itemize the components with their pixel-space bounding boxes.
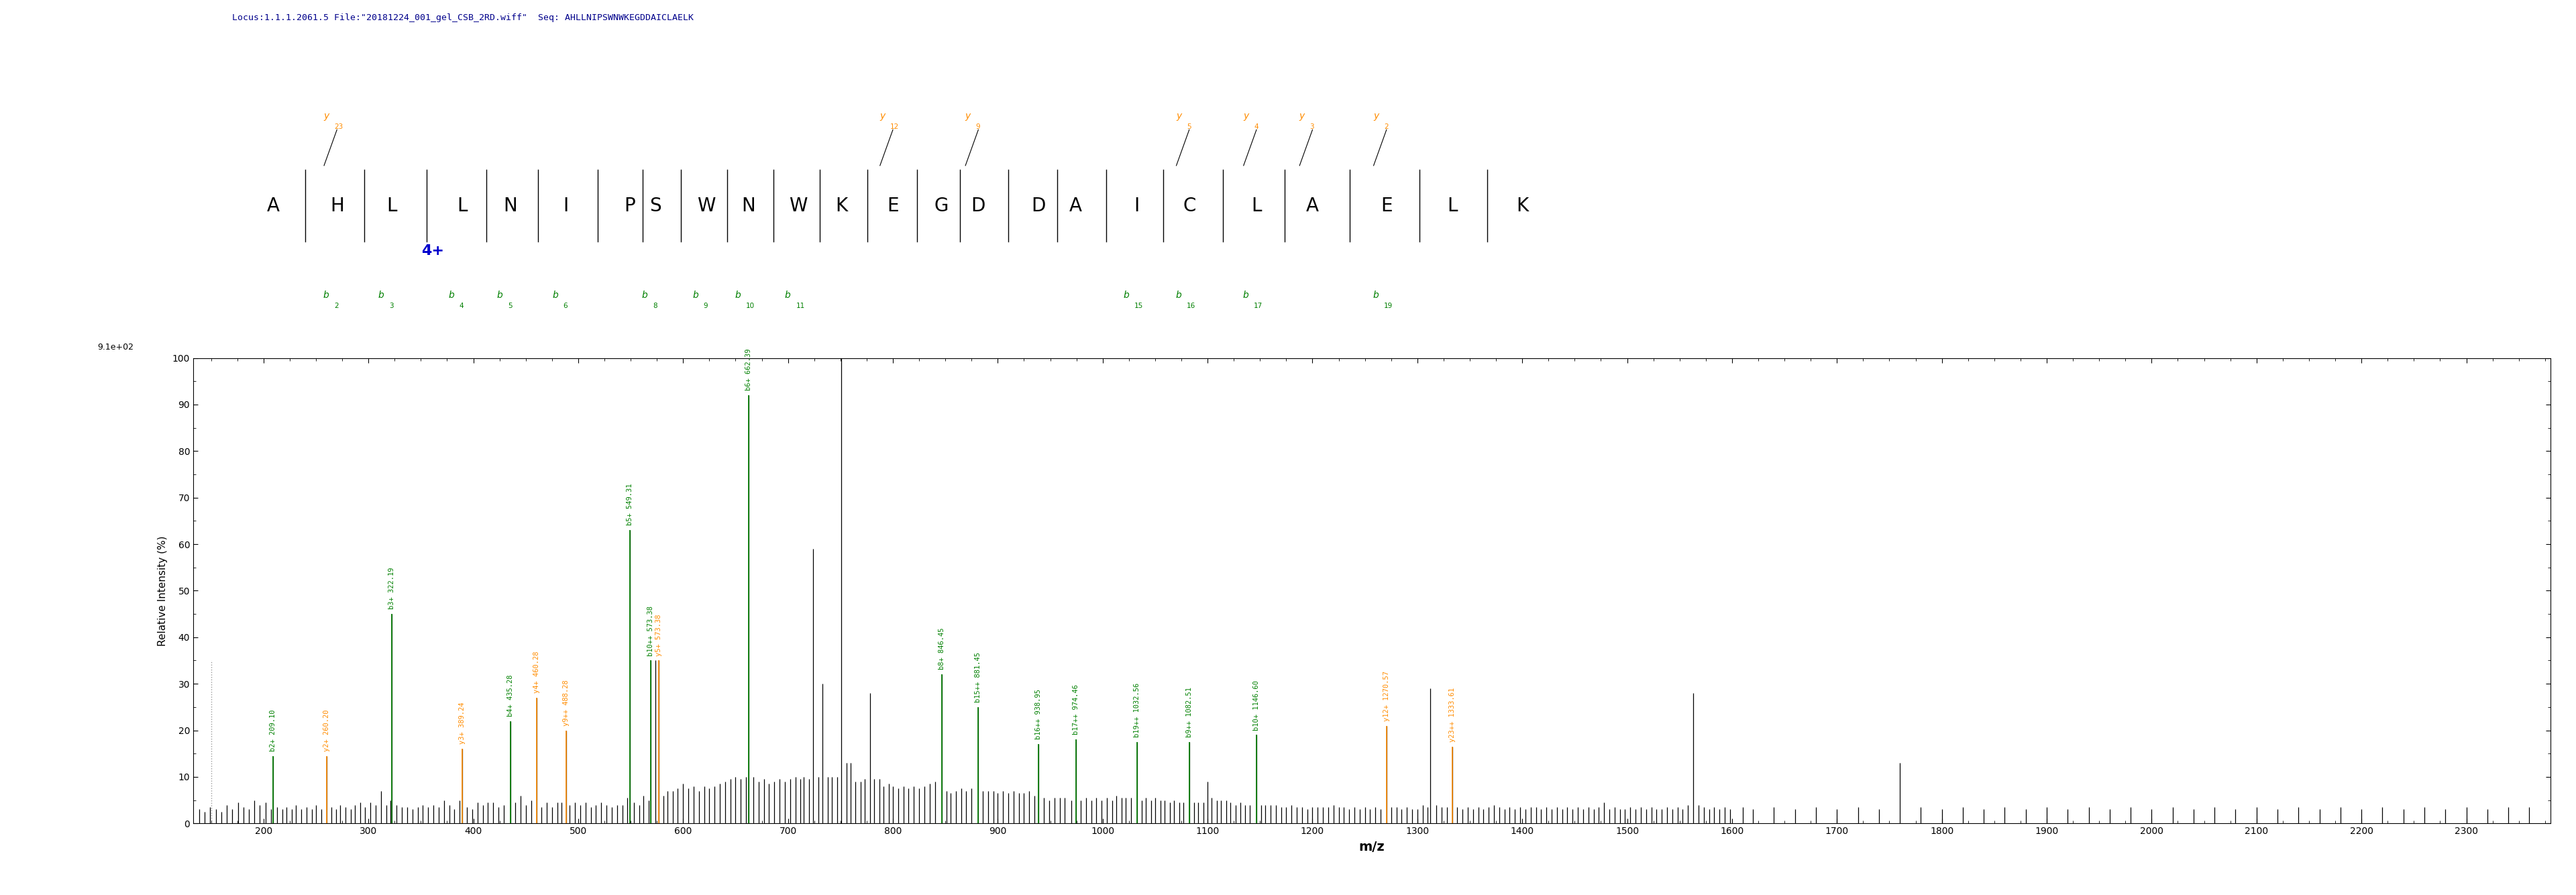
Text: P: P [623, 197, 636, 215]
Text: y: y [1298, 112, 1303, 121]
Text: 2: 2 [335, 303, 340, 310]
Text: A: A [268, 197, 278, 215]
Text: b17++ 974.46: b17++ 974.46 [1072, 685, 1079, 735]
Text: 12: 12 [891, 124, 899, 131]
Text: L: L [456, 197, 466, 215]
Text: W: W [788, 197, 809, 215]
Text: 5: 5 [507, 303, 513, 310]
Text: b: b [379, 291, 384, 300]
Text: E: E [1381, 197, 1394, 215]
Text: y9++ 488.28: y9++ 488.28 [562, 679, 569, 726]
Text: y2+ 260.20: y2+ 260.20 [322, 710, 330, 751]
Text: 11: 11 [796, 303, 804, 310]
Text: b19++ 1032.56: b19++ 1032.56 [1133, 683, 1141, 737]
Text: b6+ 662.39: b6+ 662.39 [744, 349, 752, 390]
Text: 19: 19 [1383, 303, 1394, 310]
Text: b10+ 1146.60: b10+ 1146.60 [1252, 680, 1260, 730]
Text: 23: 23 [335, 124, 343, 131]
Text: b: b [325, 291, 330, 300]
Text: b10++ 573.38: b10++ 573.38 [647, 606, 654, 656]
Text: b5+ 549.31: b5+ 549.31 [626, 483, 634, 525]
Text: 4: 4 [1255, 124, 1257, 131]
Text: y: y [1177, 112, 1182, 121]
Text: b8+ 846.45: b8+ 846.45 [938, 628, 945, 669]
Text: 3: 3 [1309, 124, 1314, 131]
Text: K: K [835, 197, 848, 215]
Text: y: y [1373, 112, 1378, 121]
Text: 16: 16 [1188, 303, 1195, 310]
Text: S: S [649, 197, 662, 215]
Text: 2: 2 [1383, 124, 1388, 131]
Text: b: b [497, 291, 502, 300]
Text: y23++ 1333.61: y23++ 1333.61 [1450, 687, 1455, 742]
Text: 6: 6 [564, 303, 567, 310]
Text: 9.1e+02: 9.1e+02 [98, 343, 134, 352]
Text: y12+ 1270.57: y12+ 1270.57 [1383, 670, 1391, 721]
Text: H: H [330, 197, 345, 215]
Text: D: D [971, 197, 987, 215]
Text: 9: 9 [703, 303, 708, 310]
Text: A: A [1069, 197, 1082, 215]
Text: b: b [641, 291, 647, 300]
Text: C: C [1182, 197, 1195, 215]
Text: y: y [966, 112, 971, 121]
Text: L: L [1448, 197, 1458, 215]
Text: y: y [878, 112, 886, 121]
Text: 3: 3 [389, 303, 394, 310]
Text: 17: 17 [1255, 303, 1262, 310]
Text: 15: 15 [1133, 303, 1144, 310]
Text: b16++ 938.95: b16++ 938.95 [1036, 689, 1041, 739]
Text: K: K [1517, 197, 1528, 215]
Text: I: I [1133, 197, 1139, 215]
Text: A: A [1306, 197, 1319, 215]
Y-axis label: Relative Intensity (%): Relative Intensity (%) [157, 535, 167, 646]
Text: y4+ 460.28: y4+ 460.28 [533, 652, 541, 693]
Text: 5: 5 [1188, 124, 1190, 131]
Text: 4+: 4+ [422, 244, 443, 257]
Text: y: y [325, 112, 330, 121]
Text: L: L [386, 197, 397, 215]
X-axis label: m/z: m/z [1358, 840, 1386, 854]
Text: 10: 10 [747, 303, 755, 310]
Text: 9: 9 [976, 124, 981, 131]
Text: Locus:1.1.1.2061.5 File:"20181224_001_gel_CSB_2RD.wiff"  Seq: AHLLNIPSWNWKEGDDAI: Locus:1.1.1.2061.5 File:"20181224_001_ge… [232, 13, 693, 22]
Text: b: b [734, 291, 742, 300]
Text: b3+ 322.19: b3+ 322.19 [389, 567, 394, 609]
Text: b: b [693, 291, 698, 300]
Text: b: b [786, 291, 791, 300]
Text: G: G [935, 197, 948, 215]
Text: b15++ 881.45: b15++ 881.45 [974, 652, 981, 703]
Text: b: b [551, 291, 559, 300]
Text: D: D [1030, 197, 1046, 215]
Text: N: N [502, 197, 518, 215]
Text: L: L [1252, 197, 1262, 215]
Text: 4: 4 [459, 303, 464, 310]
Text: y: y [1244, 112, 1249, 121]
Text: b9++ 1082.51: b9++ 1082.51 [1185, 687, 1193, 737]
Text: 8: 8 [652, 303, 657, 310]
Text: b4+ 435.28: b4+ 435.28 [507, 675, 513, 716]
Text: N: N [742, 197, 755, 215]
Text: W: W [698, 197, 716, 215]
Text: y3+ 389.24: y3+ 389.24 [459, 703, 466, 745]
Text: b: b [1242, 291, 1249, 300]
Text: b: b [1123, 291, 1128, 300]
Text: E: E [886, 197, 899, 215]
Text: b: b [1175, 291, 1182, 300]
Text: b: b [448, 291, 453, 300]
Text: b: b [1373, 291, 1378, 300]
Text: b2+ 209.10: b2+ 209.10 [270, 710, 276, 751]
Text: y5+ 573.38: y5+ 573.38 [654, 614, 662, 656]
Text: I: I [564, 197, 569, 215]
